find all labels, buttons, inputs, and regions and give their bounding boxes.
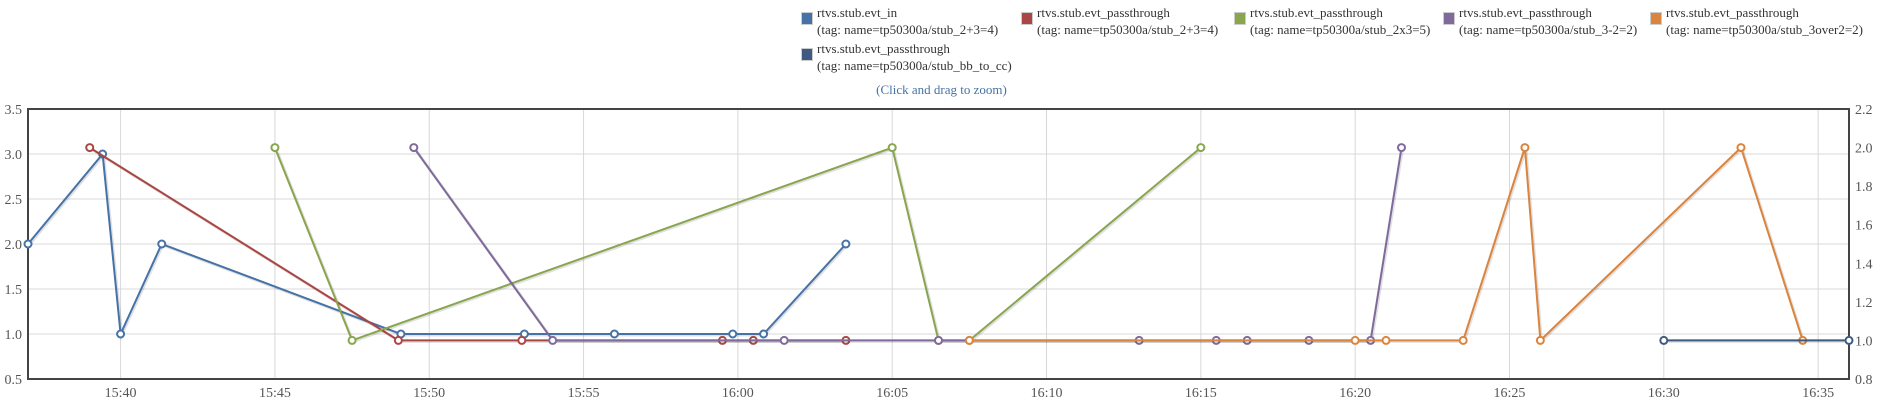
y-right-tick-label: 1.4 — [1855, 257, 1873, 272]
legend-item[interactable]: rtvs.stub.evt_passthrough (tag: name=tp50… — [1234, 4, 1430, 38]
x-tick-label: 16:25 — [1494, 386, 1526, 401]
data-point[interactable] — [1350, 335, 1360, 345]
y-right-tick-label: 0.8 — [1855, 373, 1873, 388]
y-left-tick-label: 2.5 — [5, 193, 23, 208]
data-point[interactable] — [1458, 335, 1468, 345]
data-point[interactable] — [548, 335, 558, 345]
legend-series-tag: (tag: name=tp50300a/stub_2+3=4) — [1037, 22, 1219, 37]
legend-series-name: rtvs.stub.evt_passthrough — [1250, 5, 1383, 20]
legend-series-name: rtvs.stub.evt_passthrough — [1666, 5, 1799, 20]
legend-swatch — [1021, 12, 1033, 25]
data-point[interactable] — [934, 335, 943, 345]
legend-item[interactable]: rtvs.stub.evt_passthrough (tag: name=tp50… — [801, 40, 1012, 74]
legend-swatch — [801, 12, 813, 25]
y-left-tick-label: 2.0 — [5, 238, 23, 253]
legend-swatch — [1650, 12, 1662, 25]
y-right-tick-label: 1.6 — [1855, 219, 1873, 234]
series-line[interactable] — [273, 146, 1202, 342]
legend-item[interactable]: rtvs.stub.evt_passthrough (tag: name=tp50… — [1650, 4, 1863, 38]
x-tick-label: 15:40 — [105, 386, 137, 401]
x-tick-label: 16:35 — [1802, 386, 1834, 401]
data-point[interactable] — [1736, 143, 1746, 153]
y-right-tick-label: 2.0 — [1855, 142, 1873, 157]
series-shadow — [413, 147, 1404, 343]
data-point[interactable] — [347, 335, 357, 345]
data-point[interactable] — [1381, 335, 1391, 345]
x-tick-label: 16:10 — [1031, 386, 1063, 401]
data-point[interactable] — [728, 329, 738, 339]
y-left-tick-label: 1.0 — [5, 328, 23, 343]
x-tick-label: 15:55 — [568, 386, 600, 401]
data-point[interactable] — [1196, 143, 1206, 153]
legend-item[interactable]: rtvs.stub.evt_passthrough (tag: name=tp50… — [1021, 4, 1218, 38]
data-point[interactable] — [1535, 335, 1545, 345]
y-left-tick-label: 3.5 — [5, 103, 23, 118]
y-left-tick-label: 1.5 — [5, 283, 23, 298]
y-right-tick-label: 2.2 — [1855, 103, 1873, 118]
legend-series-name: rtvs.stub.evt_passthrough — [817, 41, 950, 56]
zoom-hint-text: (Click and drag to zoom) — [876, 82, 1007, 97]
data-point[interactable] — [1844, 335, 1854, 345]
data-point[interactable] — [1396, 143, 1406, 153]
data-point[interactable] — [609, 329, 619, 339]
x-tick-label: 16:05 — [876, 386, 908, 401]
legend-series-tag: (tag: name=tp50300a/stub_2x3=5) — [1250, 22, 1431, 37]
legend-series-tag: (tag: name=tp50300a/stub_3-2=2) — [1459, 22, 1638, 37]
data-point[interactable] — [409, 143, 419, 153]
legend-series-tag: (tag: name=tp50300a/stub_3over2=2) — [1666, 22, 1863, 37]
legend-series-name: rtvs.stub.evt_passthrough — [1037, 5, 1170, 20]
data-point[interactable] — [116, 329, 126, 339]
data-point[interactable] — [759, 329, 769, 339]
x-tick-label: 16:20 — [1339, 386, 1371, 401]
series-line[interactable] — [27, 151, 847, 338]
data-point[interactable] — [517, 335, 527, 345]
data-point[interactable] — [1520, 143, 1530, 153]
series-shadow — [274, 146, 1203, 344]
y-right-tick-label: 1.8 — [1855, 180, 1873, 195]
y-right-tick-label: 1.0 — [1855, 334, 1873, 349]
x-tick-label: 16:00 — [722, 386, 754, 401]
data-point[interactable] — [270, 143, 280, 153]
legend-item[interactable]: rtvs.stub.evt_in (tag: name=tp50300a/stub… — [801, 4, 998, 38]
data-point[interactable] — [85, 143, 95, 153]
legend-swatch — [1443, 12, 1455, 25]
zoom-hint: (Click and drag to zoom) — [0, 82, 1883, 98]
legend-series-name: rtvs.stub.evt_passthrough — [1459, 5, 1592, 20]
legend-series-tag: (tag: name=tp50300a/stub_bb_to_cc) — [817, 58, 1012, 73]
legend: rtvs.stub.evt_in (tag: name=tp50300a/stub… — [0, 0, 1883, 80]
data-point[interactable] — [23, 239, 33, 249]
x-tick-label: 15:45 — [259, 386, 291, 401]
legend-series-tag: (tag: name=tp50300a/stub_2+3=4) — [817, 22, 999, 37]
legend-swatch — [1234, 12, 1246, 25]
legend-series-name: rtvs.stub.evt_in — [817, 5, 898, 20]
series-line[interactable] — [969, 145, 1804, 343]
data-point[interactable] — [157, 239, 167, 249]
y-left-tick-label: 0.5 — [5, 373, 23, 388]
x-tick-label: 15:50 — [413, 386, 445, 401]
data-point[interactable] — [964, 335, 974, 345]
data-point[interactable] — [841, 239, 851, 249]
y-right-tick-label: 1.2 — [1855, 296, 1873, 311]
data-point[interactable] — [887, 143, 897, 153]
data-point[interactable] — [393, 335, 403, 345]
data-point[interactable] — [779, 335, 789, 345]
y-left-tick-label: 3.0 — [5, 148, 23, 163]
legend-item[interactable]: rtvs.stub.evt_passthrough (tag: name=tp50… — [1443, 4, 1637, 38]
x-tick-label: 16:30 — [1648, 386, 1680, 401]
x-tick-label: 16:15 — [1185, 386, 1217, 401]
data-point[interactable] — [1659, 335, 1669, 345]
legend-swatch — [801, 48, 813, 61]
series-shadow — [89, 147, 847, 343]
